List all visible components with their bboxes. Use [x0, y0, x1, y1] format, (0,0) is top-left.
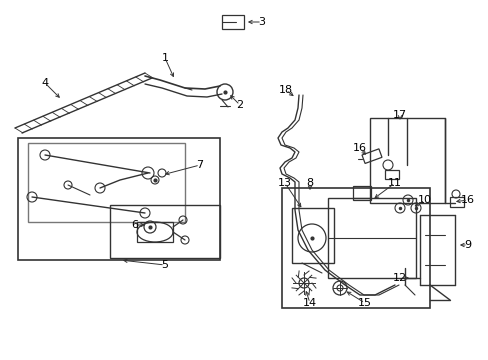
- Bar: [282, 188, 429, 308]
- Text: 6: 6: [131, 220, 138, 230]
- Text: 13: 13: [278, 178, 291, 188]
- Text: 4: 4: [41, 78, 48, 88]
- Text: 1: 1: [161, 53, 168, 63]
- Text: 7: 7: [196, 160, 203, 170]
- Text: 15: 15: [357, 298, 371, 308]
- Bar: [361, 149, 381, 163]
- Text: 17: 17: [392, 110, 406, 120]
- Text: 9: 9: [464, 240, 470, 250]
- Bar: [291, 208, 333, 263]
- Bar: [110, 205, 220, 258]
- Bar: [222, 15, 244, 29]
- Text: 16: 16: [352, 143, 366, 153]
- Bar: [384, 170, 398, 179]
- Text: 2: 2: [236, 100, 243, 110]
- Text: 18: 18: [278, 85, 292, 95]
- Bar: [28, 143, 184, 222]
- Bar: [327, 198, 415, 278]
- Bar: [137, 222, 173, 242]
- Text: 14: 14: [303, 298, 316, 308]
- Text: 5: 5: [161, 260, 168, 270]
- Bar: [369, 118, 444, 203]
- Bar: [352, 186, 370, 200]
- Text: 16: 16: [460, 195, 474, 205]
- Bar: [18, 138, 220, 260]
- Text: 12: 12: [392, 273, 406, 283]
- Text: 10: 10: [417, 195, 431, 205]
- Text: 3: 3: [258, 17, 265, 27]
- Text: 8: 8: [306, 178, 313, 188]
- Text: 11: 11: [387, 178, 401, 188]
- Bar: [449, 197, 463, 207]
